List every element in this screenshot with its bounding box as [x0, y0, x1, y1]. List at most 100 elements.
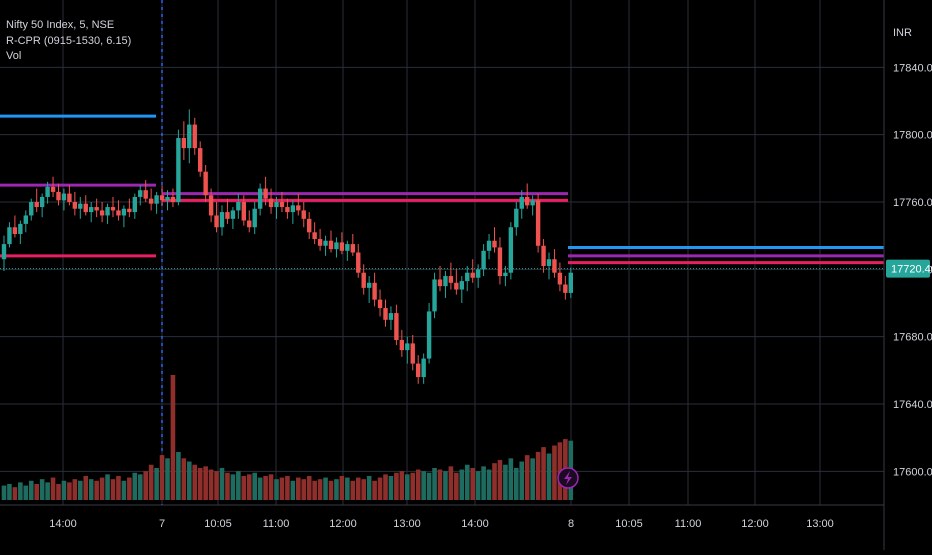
candle[interactable] [350, 244, 355, 253]
volume-bar[interactable] [481, 466, 486, 500]
candle[interactable] [29, 202, 34, 216]
volume-bar[interactable] [50, 477, 56, 500]
volume-bar[interactable] [61, 480, 67, 500]
candle[interactable] [525, 196, 530, 206]
volume-bar[interactable] [105, 474, 110, 500]
candle[interactable] [67, 193, 72, 202]
volume-bar[interactable] [208, 469, 214, 500]
volume-bar[interactable] [415, 469, 421, 500]
candle[interactable] [301, 210, 306, 219]
candle[interactable] [328, 240, 334, 250]
volume-bar[interactable] [39, 479, 45, 500]
volume-bar[interactable] [18, 482, 23, 500]
volume-bar[interactable] [448, 466, 454, 500]
candle[interactable] [176, 138, 181, 202]
candle[interactable] [470, 272, 475, 278]
candle[interactable] [475, 269, 481, 278]
volume-bar[interactable] [203, 466, 208, 500]
volume-bar[interactable] [312, 480, 317, 500]
volume-bar[interactable] [252, 472, 257, 500]
candle[interactable] [410, 343, 415, 364]
volume-bar[interactable] [170, 375, 176, 500]
volume-bar[interactable] [323, 477, 328, 500]
volume-bar[interactable] [187, 461, 192, 500]
volume-bar[interactable] [192, 464, 198, 500]
candle[interactable] [492, 240, 497, 248]
volume-bar[interactable] [268, 474, 274, 500]
volume-bar[interactable] [257, 477, 263, 500]
volume-bar[interactable] [23, 485, 29, 500]
volume-bar[interactable] [176, 451, 181, 500]
candle[interactable] [34, 202, 39, 208]
candle[interactable] [45, 186, 50, 197]
volume-bar[interactable] [148, 464, 154, 500]
candle[interactable] [159, 195, 165, 201]
candle[interactable] [99, 210, 105, 216]
candle[interactable] [437, 279, 443, 287]
candle[interactable] [459, 281, 464, 290]
candle[interactable] [345, 244, 350, 251]
candle[interactable] [72, 202, 78, 209]
volume-bar[interactable] [110, 479, 116, 500]
candle[interactable] [268, 198, 274, 208]
volume-bar[interactable] [230, 474, 236, 500]
volume-bar[interactable] [345, 477, 350, 500]
volume-bar[interactable] [514, 467, 519, 500]
volume-bar[interactable] [137, 474, 143, 500]
candle[interactable] [503, 272, 508, 277]
candle[interactable] [143, 190, 148, 199]
volume-bar[interactable] [12, 487, 18, 500]
candle[interactable] [132, 196, 137, 213]
candle[interactable] [121, 208, 127, 216]
volume-bar[interactable] [296, 477, 301, 500]
volume-bar[interactable] [301, 479, 307, 500]
volume-bar[interactable] [546, 453, 552, 500]
candle[interactable] [519, 196, 524, 209]
volume-bar[interactable] [432, 467, 437, 500]
candle[interactable] [296, 205, 301, 211]
candle[interactable] [50, 186, 56, 192]
volume-bar[interactable] [508, 458, 514, 500]
candle[interactable] [241, 202, 246, 221]
candle[interactable] [165, 196, 170, 201]
candle[interactable] [105, 207, 110, 216]
volume-bar[interactable] [328, 480, 334, 500]
candle[interactable] [481, 250, 486, 270]
candle[interactable] [116, 210, 121, 216]
volume-bar[interactable] [334, 479, 339, 500]
volume-bar[interactable] [121, 480, 127, 500]
legend-symbol[interactable]: Nifty 50 Index, 5, NSE [6, 19, 115, 31]
candle[interactable] [7, 227, 12, 245]
candle[interactable] [257, 188, 263, 209]
volume-bar[interactable] [535, 451, 541, 500]
candle[interactable] [416, 363, 421, 378]
volume-bar[interactable] [154, 467, 159, 500]
volume-bar[interactable] [459, 469, 465, 500]
candle[interactable] [372, 282, 377, 300]
candle[interactable] [61, 193, 67, 201]
volume-bar[interactable] [394, 472, 399, 500]
volume-bar[interactable] [99, 477, 105, 500]
candle[interactable] [563, 284, 568, 293]
volume-bar[interactable] [127, 477, 132, 500]
candle[interactable] [334, 242, 339, 250]
candle[interactable] [339, 242, 345, 251]
candle[interactable] [279, 202, 285, 208]
volume-bar[interactable] [552, 445, 557, 500]
candle[interactable] [421, 358, 426, 378]
candle[interactable] [497, 247, 503, 277]
volume-bar[interactable] [94, 480, 99, 500]
volume-bar[interactable] [72, 479, 78, 500]
candle[interactable] [203, 171, 208, 196]
candle[interactable] [208, 195, 214, 216]
volume-bar[interactable] [454, 472, 459, 500]
candle[interactable] [94, 207, 99, 211]
volume-bar[interactable] [519, 461, 525, 500]
volume-bar[interactable] [78, 480, 83, 500]
volume-bar[interactable] [274, 479, 279, 500]
candle[interactable] [198, 148, 203, 172]
volume-bar[interactable] [377, 477, 383, 500]
candle[interactable] [546, 259, 552, 266]
